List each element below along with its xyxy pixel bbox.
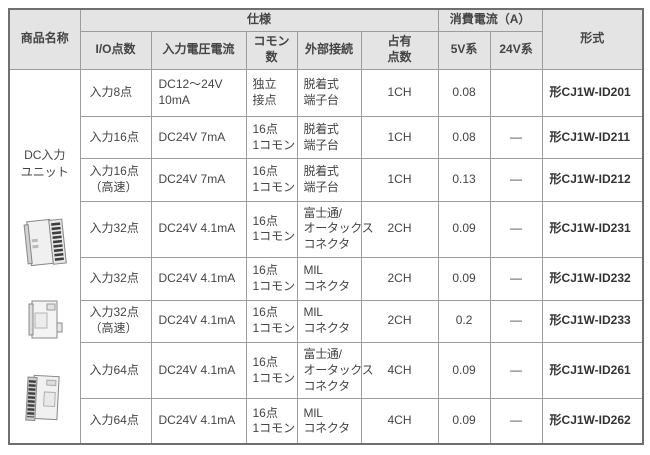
current-24v-cell: — [489, 341, 543, 400]
input-voltage-cell: DC24V 4.1mA [150, 398, 247, 445]
occupied-points-cell: 2CH [360, 299, 439, 343]
current-5v-cell: 0.2 [437, 299, 491, 343]
header-row-columns: I/O点数 入力電圧電流 コモン 数 外部接続 占有 点数 5V系 24V系 [9, 30, 643, 70]
input-voltage-cell: DC24V 4.1mA [150, 341, 247, 400]
header-current-group: 消費電流（A） [437, 8, 543, 32]
current-24v-cell: — [489, 257, 543, 301]
current-5v-cell: 0.09 [437, 257, 491, 301]
current-24v-cell [489, 68, 543, 117]
current-24v-cell: — [489, 398, 543, 445]
external-connection-cell: MIL コネクタ [296, 299, 362, 343]
model-cell: 形CJ1W-ID231 [541, 200, 644, 259]
input-voltage-cell: DC24V 4.1mA [150, 200, 247, 259]
commons-cell: 16点 1コモン [245, 341, 298, 400]
table-row: 入力64点 DC24V 4.1mA 16点 1コモン 富士通/ オータックス コ… [9, 341, 644, 400]
header-product-name: 商品名称 [8, 8, 81, 70]
header-row-groups: 商品名称 仕様 消費電流（A） 形式 [8, 8, 644, 70]
header-external-connection: 外部接続 [296, 30, 362, 70]
occupied-points-cell: 4CH [360, 341, 439, 400]
dc-input-unit-photo-connector-icon [22, 357, 68, 428]
product-photos [10, 202, 80, 428]
category-label: DC入力 ユニット [20, 148, 69, 179]
external-connection-cell: 富士通/ オータックス コネクタ [296, 341, 374, 400]
external-connection-cell: 脱着式 端子台 [296, 115, 362, 160]
current-24v-cell: — [489, 158, 543, 202]
header-5v: 5V系 [437, 30, 491, 70]
header-24v: 24V系 [489, 30, 543, 70]
commons-cell: 16点 1コモン [245, 257, 298, 301]
header-io-points: I/O点数 [79, 30, 152, 70]
table-row: DC入力 ユニット [8, 68, 644, 445]
current-24v-cell: — [489, 115, 543, 160]
table-row: 入力32点 （高速） DC24V 4.1mA 16点 1コモン MIL コネクタ… [9, 299, 644, 343]
current-5v-cell: 0.13 [437, 158, 491, 202]
commons-cell: 16点 1コモン [245, 115, 298, 160]
io-points-cell: 入力64点 [79, 341, 152, 400]
model-cell: 形CJ1W-ID232 [541, 257, 644, 301]
header-commons: コモン 数 [245, 30, 298, 70]
header-spec-group: 仕様 [79, 8, 439, 32]
table-row: 入力16点 DC24V 7mA 16点 1コモン 脱着式 端子台 1CH 0.0… [9, 115, 644, 160]
input-voltage-cell: DC12～24V 10mA [150, 68, 247, 117]
header-input-voltage: 入力電圧電流 [150, 30, 247, 70]
header-model: 形式 [541, 8, 644, 70]
current-24v-cell: — [489, 299, 543, 343]
model-cell: 形CJ1W-ID261 [541, 341, 644, 400]
occupied-points-cell: 4CH [360, 398, 439, 445]
commons-cell: 16点 1コモン [245, 299, 298, 343]
current-5v-cell: 0.09 [437, 341, 491, 400]
io-points-cell: 入力32点 （高速） [79, 299, 152, 343]
io-points-cell: 入力8点 [79, 68, 152, 117]
io-points-cell: 入力16点 [79, 115, 152, 160]
external-connection-cell: 脱着式 端子台 [296, 68, 362, 117]
input-voltage-cell: DC24V 7mA [150, 158, 247, 202]
occupied-points-cell: 1CH [360, 158, 439, 202]
current-5v-cell: 0.08 [437, 115, 491, 160]
io-points-cell: 入力64点 [79, 398, 152, 445]
product-spec-table: 商品名称 仕様 消費電流（A） 形式 I/O点数 入力電圧電流 コモン 数 外部… [8, 8, 645, 446]
current-5v-cell: 0.09 [437, 398, 491, 445]
dc-input-unit-photo-plain-icon [25, 283, 65, 346]
commons-cell: 16点 1コモン [245, 158, 298, 202]
model-cell: 形CJ1W-ID211 [541, 115, 644, 160]
input-voltage-cell: DC24V 4.1mA [150, 299, 247, 343]
external-connection-cell: MIL コネクタ [296, 398, 362, 445]
occupied-points-cell: 2CH [360, 200, 439, 259]
io-points-cell: 入力16点 （高速） [79, 158, 152, 202]
external-connection-cell: 脱着式 端子台 [296, 158, 362, 202]
table-row: 入力32点 DC24V 4.1mA 16点 1コモン 富士通/ オータックス コ… [9, 200, 644, 259]
current-5v-cell: 0.08 [437, 68, 491, 117]
table-row: 入力32点 DC24V 4.1mA 16点 1コモン MIL コネクタ 2CH … [9, 257, 644, 301]
table-row: 入力64点 DC24V 4.1mA 16点 1コモン MIL コネクタ 4CH … [9, 398, 644, 445]
header-occupied-points: 占有 点数 [360, 30, 439, 70]
external-connection-cell: MIL コネクタ [296, 257, 362, 301]
model-cell: 形CJ1W-ID233 [541, 299, 644, 343]
current-5v-cell: 0.09 [437, 200, 491, 259]
commons-cell: 独立 接点 [245, 68, 298, 117]
input-voltage-cell: DC24V 7mA [150, 115, 247, 160]
io-points-cell: 入力32点 [79, 200, 152, 259]
commons-cell: 16点 1コモン [245, 398, 298, 445]
model-cell: 形CJ1W-ID262 [541, 398, 644, 445]
product-category-cell: DC入力 ユニット [8, 68, 81, 445]
input-voltage-cell: DC24V 4.1mA [150, 257, 247, 301]
external-connection-cell: 富士通/ オータックス コネクタ [296, 200, 374, 259]
occupied-points-cell: 2CH [360, 257, 439, 301]
current-24v-cell: — [489, 200, 543, 259]
dc-input-unit-photo-terminal-icon [22, 202, 68, 273]
occupied-points-cell: 1CH [360, 68, 439, 117]
commons-cell: 16点 1コモン [245, 200, 298, 259]
table-row: 入力16点 （高速） DC24V 7mA 16点 1コモン 脱着式 端子台 1C… [9, 158, 644, 202]
model-cell: 形CJ1W-ID201 [541, 68, 644, 117]
io-points-cell: 入力32点 [79, 257, 152, 301]
occupied-points-cell: 1CH [360, 115, 439, 160]
model-cell: 形CJ1W-ID212 [541, 158, 644, 202]
